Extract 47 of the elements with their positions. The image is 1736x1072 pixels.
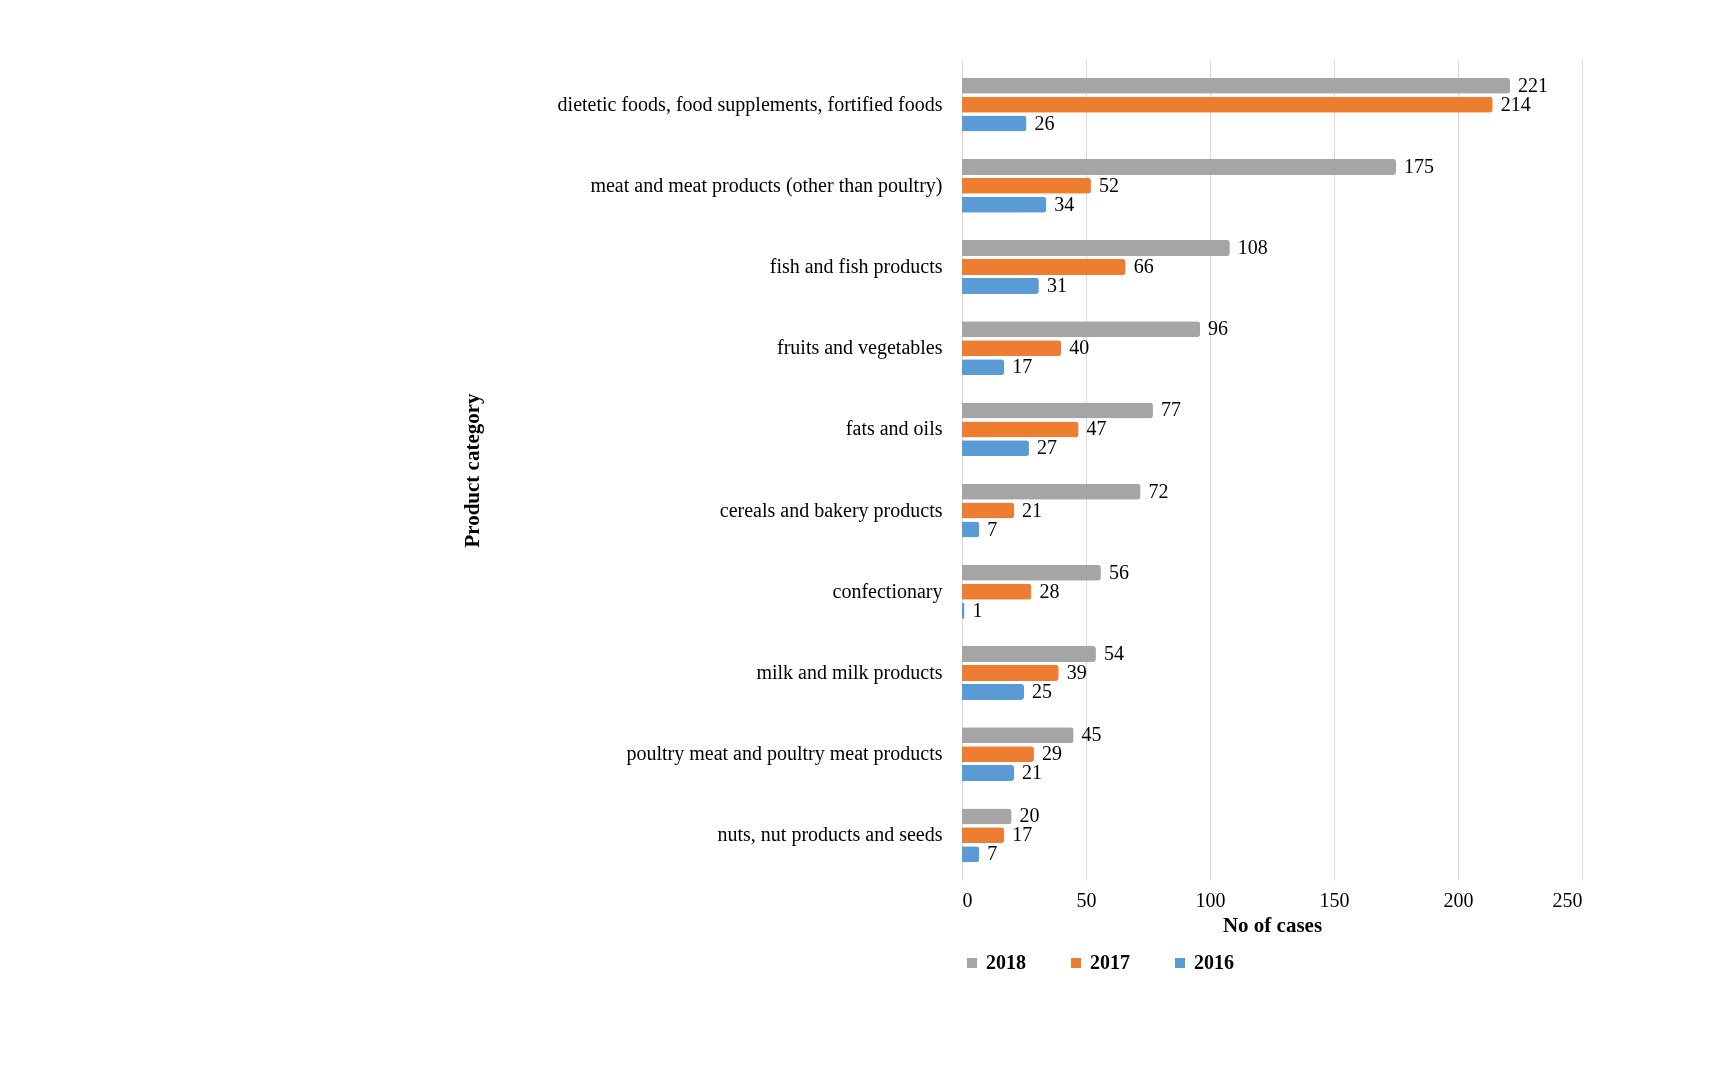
data-label: 52 xyxy=(1098,173,1119,196)
data-label: 1 xyxy=(972,598,983,621)
data-label: 96 xyxy=(1208,317,1229,340)
data-label: 21 xyxy=(1022,761,1043,784)
data-label: 28 xyxy=(1039,579,1060,602)
data-label: 77 xyxy=(1160,398,1181,421)
x-tick-label: 250 xyxy=(1552,888,1583,911)
data-label: 21 xyxy=(1022,498,1043,521)
y-tick-label: fruits and vegetables xyxy=(777,336,943,360)
y-tick-label: cereals and bakery products xyxy=(719,498,943,522)
data-label: 25 xyxy=(1032,679,1052,702)
y-tick-label: nuts, nut products and seeds xyxy=(717,823,943,847)
y-tick-label: milk and milk products xyxy=(756,660,943,684)
y-tick-label: dietetic foods, food supplements, fortified foods xyxy=(557,92,943,116)
x-tick-label: 50 xyxy=(1076,888,1097,911)
legend-label: 2016 xyxy=(1194,951,1234,973)
data-label: 56 xyxy=(1108,560,1129,583)
data-label: 72 xyxy=(1148,479,1169,502)
y-axis-title: Product category xyxy=(459,392,484,548)
data-label: 26 xyxy=(1034,111,1055,134)
x-axis-title: No of cases xyxy=(1222,912,1323,937)
y-tick-label: confectionary xyxy=(832,579,943,603)
data-label: 40 xyxy=(1069,336,1090,359)
data-label: 54 xyxy=(1103,642,1124,665)
y-tick-label: meat and meat products (other than poultry) xyxy=(590,173,943,197)
data-label: 45 xyxy=(1081,723,1102,746)
x-tick-label: 0 xyxy=(962,888,973,911)
legend-label: 2017 xyxy=(1090,951,1130,973)
y-tick-label: fats and oils xyxy=(845,417,943,440)
data-label: 47 xyxy=(1086,417,1107,440)
data-label: 175 xyxy=(1404,154,1434,177)
data-label: 31 xyxy=(1046,273,1067,296)
x-tick-label: 200 xyxy=(1443,888,1474,911)
data-label: 34 xyxy=(1054,192,1075,215)
data-label: 66 xyxy=(1133,255,1154,278)
data-label: 17 xyxy=(1012,355,1033,378)
data-label: 39 xyxy=(1066,660,1087,683)
legend-label: 2018 xyxy=(986,951,1026,973)
data-label: 7 xyxy=(987,842,998,865)
x-tick-label: 100 xyxy=(1195,888,1226,911)
data-label: 27 xyxy=(1036,436,1057,459)
data-label: 108 xyxy=(1237,236,1268,259)
data-label: 29 xyxy=(1041,742,1062,765)
x-tick-label: 150 xyxy=(1319,888,1350,911)
data-label: 7 xyxy=(987,517,998,540)
y-tick-label: poultry meat and poultry meat products xyxy=(626,742,943,766)
y-tick-label: fish and fish products xyxy=(769,255,943,279)
